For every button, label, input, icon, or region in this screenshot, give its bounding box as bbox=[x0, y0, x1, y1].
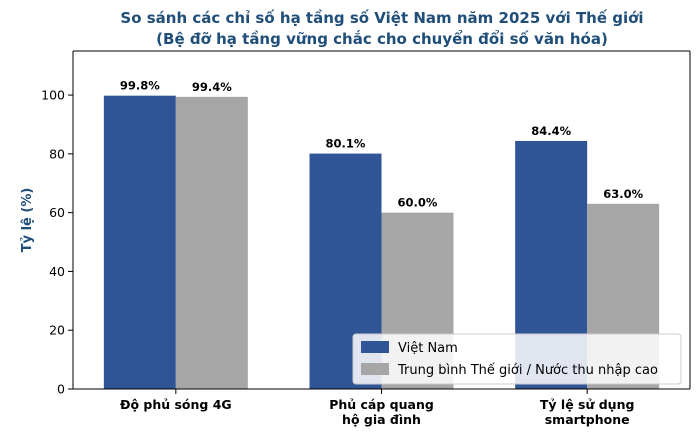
legend-swatch-1 bbox=[361, 341, 389, 353]
y-tick-label-60: 60 bbox=[49, 205, 65, 220]
category-label-3-2: smartphone bbox=[545, 412, 630, 427]
y-axis-label: Tỷ lệ (%) bbox=[20, 188, 35, 253]
y-tick-label-20: 20 bbox=[49, 323, 65, 338]
data-label-2-3: 63.0% bbox=[603, 187, 643, 201]
plot-area: 99.8% 80.1% 84.4% 99.4% 60.0% 63.0% 0 20 40 60 80 1… bbox=[41, 50, 691, 427]
data-label-1-3: 84.4% bbox=[531, 124, 571, 138]
legend-label-2: Trung bình Thế giới / Nước thu nhập cao bbox=[397, 363, 658, 378]
y-tick-label-80: 80 bbox=[49, 146, 65, 161]
category-label-2-2: hộ gia đình bbox=[342, 412, 421, 427]
category-label-1-1: Độ phủ sóng 4G bbox=[120, 397, 232, 412]
data-label-1-2: 80.1% bbox=[326, 137, 366, 151]
data-label-1-1: 99.8% bbox=[120, 79, 160, 93]
data-label-2-1: 99.4% bbox=[192, 80, 232, 94]
y-tick-label-40: 40 bbox=[49, 264, 65, 279]
chart-subtitle: (Bệ đỡ hạ tầng vững chắc cho chuyển đổi … bbox=[156, 29, 608, 48]
legend-box bbox=[352, 333, 682, 385]
category-label-2-1: Phủ cáp quang bbox=[329, 397, 434, 412]
legend-label-1: Việt Nam bbox=[398, 341, 458, 356]
y-tick-label-100: 100 bbox=[41, 88, 65, 103]
category-label-3-1: Tỷ lệ sử dụng bbox=[540, 397, 635, 412]
bar-1-1 bbox=[103, 95, 176, 390]
legend-swatch-2 bbox=[361, 363, 389, 375]
y-tick-label-0: 0 bbox=[57, 382, 65, 397]
bar-2-1 bbox=[175, 96, 248, 389]
chart-title: So sánh các chỉ số hạ tầng số Việt Nam n… bbox=[120, 8, 643, 27]
data-label-2-2: 60.0% bbox=[398, 196, 438, 210]
